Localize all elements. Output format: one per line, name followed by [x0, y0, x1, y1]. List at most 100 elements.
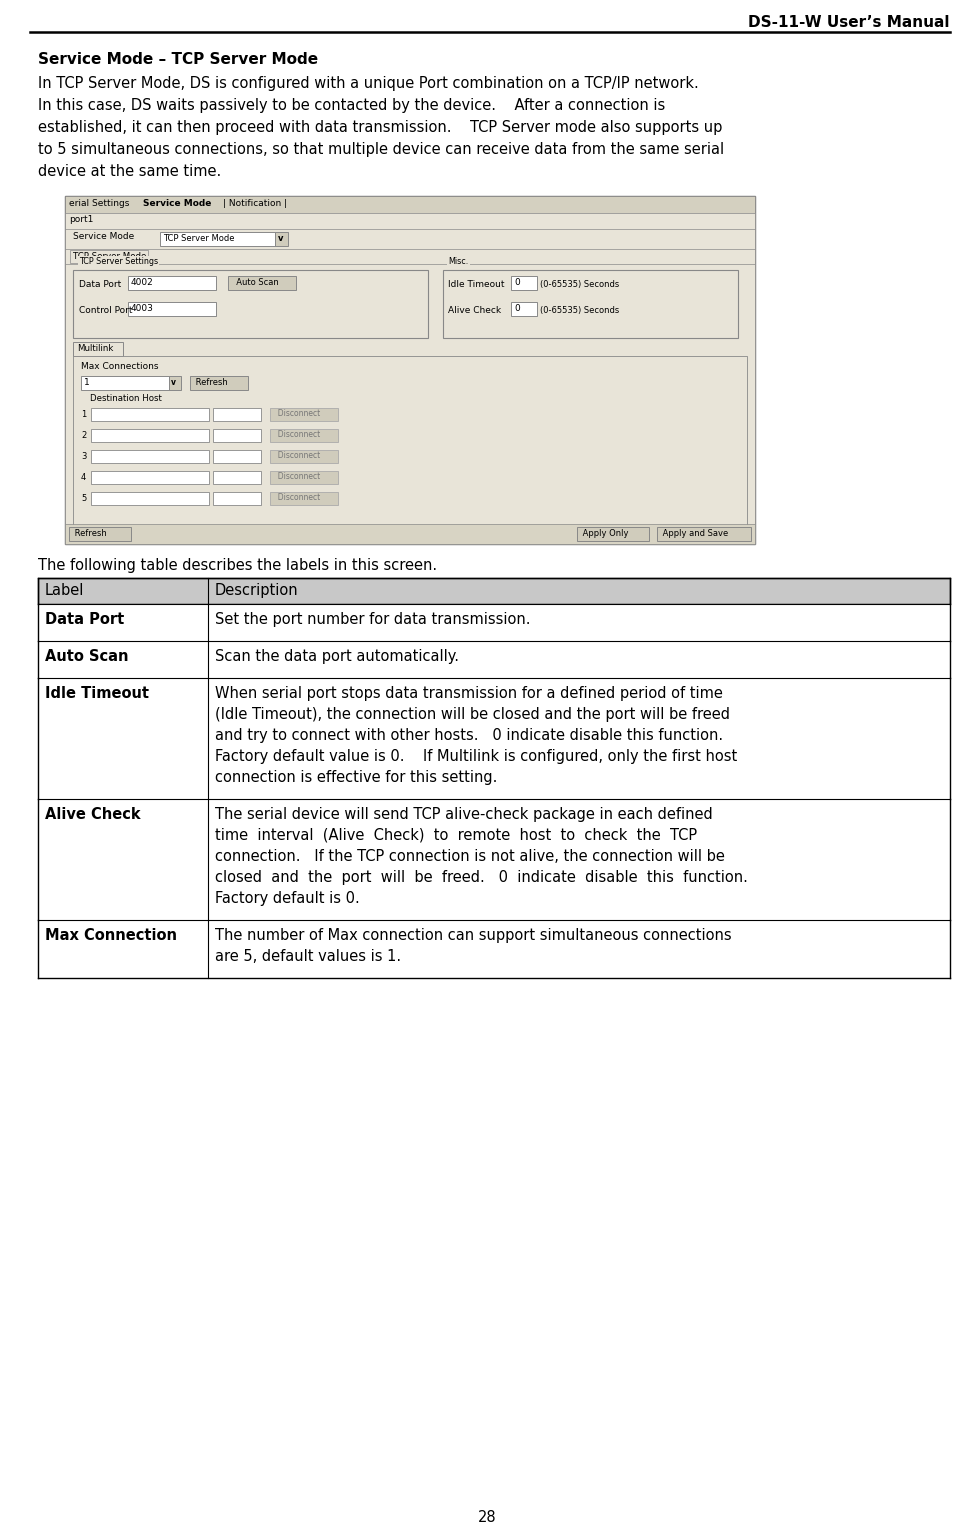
Text: to 5 simultaneous connections, so that multiple device can receive data from the: to 5 simultaneous connections, so that m… [38, 142, 724, 157]
Text: 0: 0 [514, 278, 520, 287]
FancyBboxPatch shape [69, 528, 131, 541]
Text: time  interval  (Alive  Check)  to  remote  host  to  check  the  TCP: time interval (Alive Check) to remote ho… [215, 829, 697, 842]
FancyBboxPatch shape [275, 232, 288, 246]
FancyBboxPatch shape [91, 492, 209, 505]
Text: are 5, default values is 1.: are 5, default values is 1. [215, 950, 401, 963]
FancyBboxPatch shape [65, 249, 755, 265]
Text: Service Mode – TCP Server Mode: Service Mode – TCP Server Mode [38, 52, 318, 67]
Text: (0-65535) Seconds: (0-65535) Seconds [540, 280, 619, 289]
Text: 4002: 4002 [131, 278, 154, 287]
Text: Max Connection: Max Connection [45, 928, 177, 943]
FancyBboxPatch shape [270, 492, 338, 505]
Text: (0-65535) Seconds: (0-65535) Seconds [540, 306, 619, 315]
Text: and try to connect with other hosts.   0 indicate disable this function.: and try to connect with other hosts. 0 i… [215, 728, 723, 743]
Text: When serial port stops data transmission for a defined period of time: When serial port stops data transmission… [215, 687, 722, 700]
FancyBboxPatch shape [65, 229, 755, 249]
Text: In TCP Server Mode, DS is configured with a unique Port combination on a TCP/IP : In TCP Server Mode, DS is configured wit… [38, 76, 699, 92]
Text: connection.   If the TCP connection is not alive, the connection will be: connection. If the TCP connection is not… [215, 849, 724, 864]
FancyBboxPatch shape [38, 800, 950, 920]
Text: 1: 1 [84, 378, 90, 387]
Text: Multilink: Multilink [77, 344, 113, 353]
Text: port1: port1 [69, 216, 94, 225]
FancyBboxPatch shape [190, 376, 248, 390]
FancyBboxPatch shape [65, 265, 755, 544]
FancyBboxPatch shape [91, 408, 209, 420]
Text: Label: Label [45, 583, 85, 598]
Text: Disconnect: Disconnect [273, 408, 320, 417]
Text: (Idle Timeout), the connection will be closed and the port will be freed: (Idle Timeout), the connection will be c… [215, 706, 730, 722]
Text: connection is effective for this setting.: connection is effective for this setting… [215, 771, 497, 784]
Text: Service Mode: Service Mode [143, 199, 212, 208]
FancyBboxPatch shape [160, 232, 275, 246]
Text: Refresh: Refresh [193, 378, 228, 387]
FancyBboxPatch shape [73, 342, 123, 356]
FancyBboxPatch shape [443, 271, 738, 338]
Text: DS-11-W User’s Manual: DS-11-W User’s Manual [749, 15, 950, 31]
FancyBboxPatch shape [38, 604, 950, 641]
FancyBboxPatch shape [213, 471, 261, 485]
Text: Scan the data port automatically.: Scan the data port automatically. [215, 648, 459, 664]
Text: Apply Only: Apply Only [580, 529, 629, 538]
Text: 5: 5 [81, 494, 86, 503]
FancyBboxPatch shape [128, 303, 216, 317]
FancyBboxPatch shape [577, 528, 649, 541]
Text: Description: Description [215, 583, 298, 598]
Text: device at the same time.: device at the same time. [38, 164, 221, 179]
FancyBboxPatch shape [81, 376, 169, 390]
FancyBboxPatch shape [38, 677, 950, 800]
Text: Idle Timeout: Idle Timeout [448, 280, 504, 289]
FancyBboxPatch shape [65, 213, 755, 229]
Text: Set the port number for data transmission.: Set the port number for data transmissio… [215, 612, 530, 627]
Text: Service Mode: Service Mode [73, 232, 135, 242]
Text: 3: 3 [81, 453, 87, 462]
Text: Control Port: Control Port [79, 306, 133, 315]
Text: Disconnect: Disconnect [273, 472, 320, 482]
FancyBboxPatch shape [213, 450, 261, 463]
Text: Refresh: Refresh [72, 529, 106, 538]
Text: Data Port: Data Port [79, 280, 121, 289]
Text: v: v [278, 234, 284, 243]
FancyBboxPatch shape [270, 450, 338, 463]
FancyBboxPatch shape [511, 277, 537, 291]
Text: Disconnect: Disconnect [273, 451, 320, 460]
Text: established, it can then proceed with data transmission.    TCP Server mode also: established, it can then proceed with da… [38, 119, 722, 135]
Text: Factory default value is 0.    If Multilink is configured, only the first host: Factory default value is 0. If Multilink… [215, 749, 737, 764]
Text: 28: 28 [478, 1511, 496, 1524]
Text: 1: 1 [81, 410, 86, 419]
Text: v: v [171, 378, 176, 387]
FancyBboxPatch shape [169, 376, 181, 390]
FancyBboxPatch shape [270, 408, 338, 420]
Text: Data Port: Data Port [45, 612, 124, 627]
Text: Misc.: Misc. [448, 257, 468, 266]
Text: Alive Check: Alive Check [448, 306, 501, 315]
Text: The serial device will send TCP alive-check package in each defined: The serial device will send TCP alive-ch… [215, 807, 713, 823]
FancyBboxPatch shape [657, 528, 751, 541]
FancyBboxPatch shape [91, 450, 209, 463]
FancyBboxPatch shape [213, 408, 261, 420]
Text: Auto Scan: Auto Scan [231, 278, 279, 287]
FancyBboxPatch shape [91, 471, 209, 485]
Text: 4: 4 [81, 472, 86, 482]
Text: erial Settings: erial Settings [69, 199, 130, 208]
Text: TCP Server Mode: TCP Server Mode [163, 234, 235, 243]
Text: | Notification |: | Notification | [223, 199, 287, 208]
Text: 2: 2 [81, 431, 86, 440]
Text: 0: 0 [514, 304, 520, 313]
Text: Factory default is 0.: Factory default is 0. [215, 891, 360, 907]
Text: Apply and Save: Apply and Save [660, 529, 728, 538]
FancyBboxPatch shape [73, 271, 428, 338]
Text: In this case, DS waits passively to be contacted by the device.    After a conne: In this case, DS waits passively to be c… [38, 98, 665, 113]
FancyBboxPatch shape [213, 492, 261, 505]
FancyBboxPatch shape [228, 277, 296, 291]
FancyBboxPatch shape [511, 303, 537, 317]
FancyBboxPatch shape [213, 430, 261, 442]
FancyBboxPatch shape [73, 356, 747, 540]
FancyBboxPatch shape [38, 920, 950, 979]
FancyBboxPatch shape [128, 277, 216, 291]
Text: Auto Scan: Auto Scan [45, 648, 129, 664]
Text: The number of Max connection can support simultaneous connections: The number of Max connection can support… [215, 928, 731, 943]
FancyBboxPatch shape [65, 196, 755, 544]
FancyBboxPatch shape [65, 524, 755, 544]
Text: TCP Server Settings: TCP Server Settings [79, 257, 158, 266]
Text: The following table describes the labels in this screen.: The following table describes the labels… [38, 558, 437, 573]
